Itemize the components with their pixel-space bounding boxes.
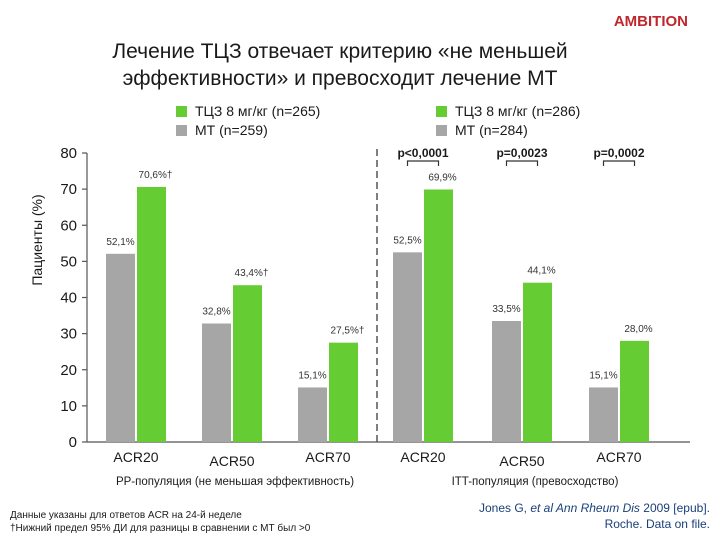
bar xyxy=(233,285,262,442)
x-category-label: ACR70 xyxy=(305,449,350,465)
citation-year: 2009 [epub]. xyxy=(639,501,710,515)
bar-data-label: 33,5% xyxy=(492,304,520,315)
y-tick-label: 60 xyxy=(60,217,77,234)
bar-data-label: 28,0% xyxy=(624,324,652,335)
bar xyxy=(620,340,649,442)
bar-data-label: 52,5% xyxy=(393,235,421,246)
slide-title: Лечение ТЦЗ отвечает критерию «не меньше… xyxy=(40,38,640,92)
bar-data-label: 27,5%† xyxy=(331,326,365,337)
y-tick-label: 80 xyxy=(60,145,77,162)
bar-data-label: 15,1% xyxy=(298,370,326,381)
legend-label: МТ (n=284) xyxy=(455,122,528,138)
legend-left: ТЦЗ 8 мг/кг (n=265) МТ (n=259) xyxy=(176,102,320,140)
bar xyxy=(329,342,358,442)
p-value-bracket xyxy=(505,160,539,166)
bar xyxy=(589,387,618,442)
citation-journal: et al Ann Rheum Dis xyxy=(530,501,640,515)
citation: Jones G, et al Ann Rheum Dis 2009 [epub]… xyxy=(479,500,710,532)
legend-swatch-gray xyxy=(176,125,187,136)
footnote-1: Данные указаны для ответов ACR на 24-й н… xyxy=(10,510,242,521)
citation-author: Jones G, xyxy=(478,501,531,515)
legend-swatch-gray xyxy=(436,125,447,136)
p-value-bracket xyxy=(602,160,636,166)
y-tick-label: 30 xyxy=(60,326,77,343)
p-value-bracket xyxy=(406,160,440,166)
legend-item-tcz-itt: ТЦЗ 8 мг/кг (n=286) xyxy=(436,102,580,121)
bar xyxy=(424,189,453,442)
bar-data-label: 44,1% xyxy=(527,266,555,277)
bar xyxy=(106,253,135,442)
footnotes: Данные указаны для ответов ACR на 24-й н… xyxy=(10,509,310,535)
bar-data-label: 70,6%† xyxy=(139,170,173,181)
citation-line-2: Roche. Data on file. xyxy=(604,517,710,531)
group-label: PP-популяция (не меньшая эффективность) xyxy=(116,476,354,488)
x-category-label: ACR20 xyxy=(113,449,158,465)
footnote-2: †Нижний предел 95% ДИ для разницы в срав… xyxy=(10,523,311,534)
legend-item-mt-itt: МТ (n=284) xyxy=(436,121,580,140)
bar xyxy=(298,387,327,442)
legend-label: ТЦЗ 8 мг/кг (n=286) xyxy=(455,103,581,119)
legend-item-tcz-pp: ТЦЗ 8 мг/кг (n=265) xyxy=(176,102,320,121)
bar xyxy=(393,252,422,442)
p-value-label: p=0,0023 xyxy=(496,146,547,160)
legend-swatch-green xyxy=(436,106,447,117)
legend-label: МТ (n=259) xyxy=(195,122,268,138)
brand-label: AMBITION xyxy=(613,13,688,30)
legend-label: ТЦЗ 8 мг/кг (n=265) xyxy=(195,103,321,119)
x-category-label: ACR50 xyxy=(209,453,254,469)
x-category-label: ACR70 xyxy=(596,449,641,465)
legend-item-mt-pp: МТ (n=259) xyxy=(176,121,320,140)
bar xyxy=(202,323,231,442)
bar-data-label: 32,8% xyxy=(202,307,230,318)
bar xyxy=(523,282,552,442)
bar-data-label: 15,1% xyxy=(589,370,617,381)
bar-data-label: 52,1% xyxy=(106,237,134,248)
y-tick-label: 20 xyxy=(60,362,77,379)
y-tick-label: 50 xyxy=(60,253,77,270)
citation-line-1: Jones G, et al Ann Rheum Dis 2009 [epub]… xyxy=(479,500,710,516)
legend-right: ТЦЗ 8 мг/кг (n=286) МТ (n=284) xyxy=(436,102,580,140)
p-value-label: p=0,0002 xyxy=(593,146,644,160)
x-category-label: ACR20 xyxy=(400,449,445,465)
p-value-label: p<0,0001 xyxy=(397,146,448,160)
y-tick-label: 40 xyxy=(60,290,77,307)
bar-data-label: 69,9% xyxy=(428,172,456,183)
group-label: ITT-популяция (превосходство) xyxy=(452,476,619,488)
y-tick-label: 0 xyxy=(69,434,77,451)
y-tick-label: 10 xyxy=(60,398,77,415)
bar xyxy=(492,320,521,442)
legend-swatch-green xyxy=(176,106,187,117)
title-line-1: Лечение ТЦЗ отвечает критерию «не меньше… xyxy=(112,40,568,63)
x-category-label: ACR50 xyxy=(499,453,544,469)
title-line-2: эффективности» и превосходит лечение МТ xyxy=(122,67,558,90)
y-tick-label: 70 xyxy=(60,181,77,198)
bar xyxy=(137,186,166,442)
bar-data-label: 43,4%† xyxy=(235,268,269,279)
